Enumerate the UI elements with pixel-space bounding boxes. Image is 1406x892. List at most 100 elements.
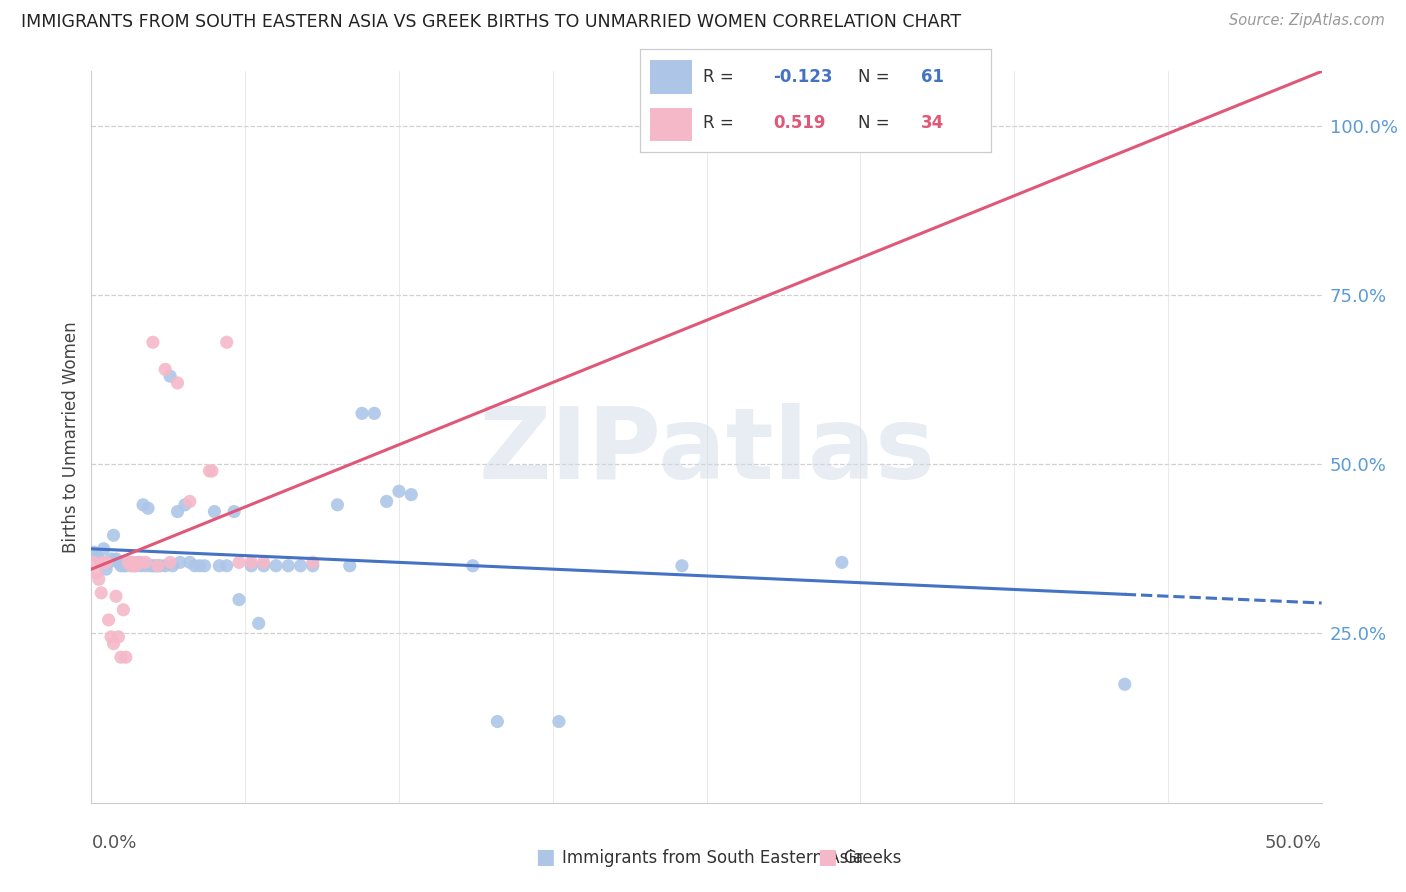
Point: [107, 630, 129, 644]
Point: [87, 552, 110, 566]
Point: [228, 555, 250, 569]
Point: [103, 637, 125, 651]
Point: [202, 505, 225, 519]
Point: [375, 494, 398, 508]
Point: [105, 552, 127, 566]
FancyBboxPatch shape: [650, 108, 693, 141]
Point: [240, 555, 263, 569]
Point: [169, 555, 191, 569]
Point: [166, 505, 188, 519]
Point: [215, 558, 238, 573]
Point: [326, 498, 349, 512]
Point: [174, 498, 197, 512]
Text: -0.123: -0.123: [773, 69, 832, 87]
Text: Greeks: Greeks: [844, 849, 903, 867]
Point: [120, 558, 142, 573]
Point: [253, 555, 276, 569]
Point: [388, 484, 411, 499]
Text: N =: N =: [858, 114, 894, 132]
Point: [253, 558, 276, 573]
Point: [547, 714, 569, 729]
Point: [486, 714, 509, 729]
Text: 61: 61: [921, 69, 943, 87]
Point: [264, 558, 287, 573]
FancyBboxPatch shape: [650, 61, 693, 95]
Point: [107, 555, 129, 569]
Point: [86, 566, 108, 580]
Text: Immigrants from South Eastern Asia: Immigrants from South Eastern Asia: [562, 849, 863, 867]
Point: [352, 406, 374, 420]
Point: [228, 592, 250, 607]
Text: 0.0%: 0.0%: [91, 834, 136, 852]
Text: 50.0%: 50.0%: [1265, 834, 1322, 852]
Point: [93, 541, 115, 556]
Point: [188, 558, 211, 573]
Text: ■: ■: [817, 847, 837, 867]
Point: [142, 558, 165, 573]
Point: [240, 558, 263, 573]
Point: [97, 613, 120, 627]
Point: [117, 555, 139, 569]
Point: [290, 558, 312, 573]
Point: [183, 558, 207, 573]
Point: [461, 558, 484, 573]
Text: ■: ■: [536, 847, 555, 867]
Point: [135, 555, 156, 569]
Point: [129, 558, 152, 573]
Point: [124, 558, 146, 573]
Point: [153, 362, 177, 376]
Point: [122, 555, 145, 569]
Point: [90, 586, 112, 600]
Point: [136, 501, 159, 516]
Point: [114, 558, 138, 573]
Point: [129, 555, 152, 569]
Point: [1114, 677, 1136, 691]
Point: [112, 558, 135, 573]
Text: 0.519: 0.519: [773, 114, 825, 132]
Point: [93, 555, 115, 569]
Text: Source: ZipAtlas.com: Source: ZipAtlas.com: [1229, 13, 1385, 29]
Point: [110, 558, 132, 573]
Point: [87, 572, 110, 586]
Point: [114, 650, 138, 665]
Point: [153, 558, 177, 573]
Point: [122, 558, 145, 573]
Y-axis label: Births to Unmarried Women: Births to Unmarried Women: [62, 321, 80, 553]
Point: [201, 464, 224, 478]
Point: [215, 335, 238, 350]
Point: [96, 555, 117, 569]
Point: [83, 545, 105, 559]
Point: [301, 558, 323, 573]
Point: [339, 558, 361, 573]
Point: [83, 555, 105, 569]
Text: R =: R =: [703, 114, 744, 132]
Point: [162, 558, 184, 573]
Point: [247, 616, 270, 631]
Point: [139, 558, 162, 573]
Point: [301, 555, 323, 569]
Point: [146, 558, 169, 573]
Text: ZIPatlas: ZIPatlas: [478, 403, 935, 500]
Point: [222, 505, 246, 519]
Point: [135, 558, 156, 573]
Point: [100, 552, 122, 566]
Point: [179, 494, 201, 508]
Text: 34: 34: [921, 114, 945, 132]
Point: [145, 558, 166, 573]
Point: [198, 464, 221, 478]
Point: [127, 555, 149, 569]
Point: [97, 555, 120, 569]
Point: [277, 558, 299, 573]
Point: [399, 488, 422, 502]
Point: [105, 589, 127, 603]
Point: [166, 376, 188, 390]
Point: [96, 562, 117, 576]
Point: [142, 335, 165, 350]
Point: [103, 528, 125, 542]
Point: [193, 558, 217, 573]
Point: [146, 558, 169, 573]
Point: [110, 650, 132, 665]
Point: [120, 555, 142, 569]
Point: [117, 555, 139, 569]
Point: [90, 555, 112, 569]
